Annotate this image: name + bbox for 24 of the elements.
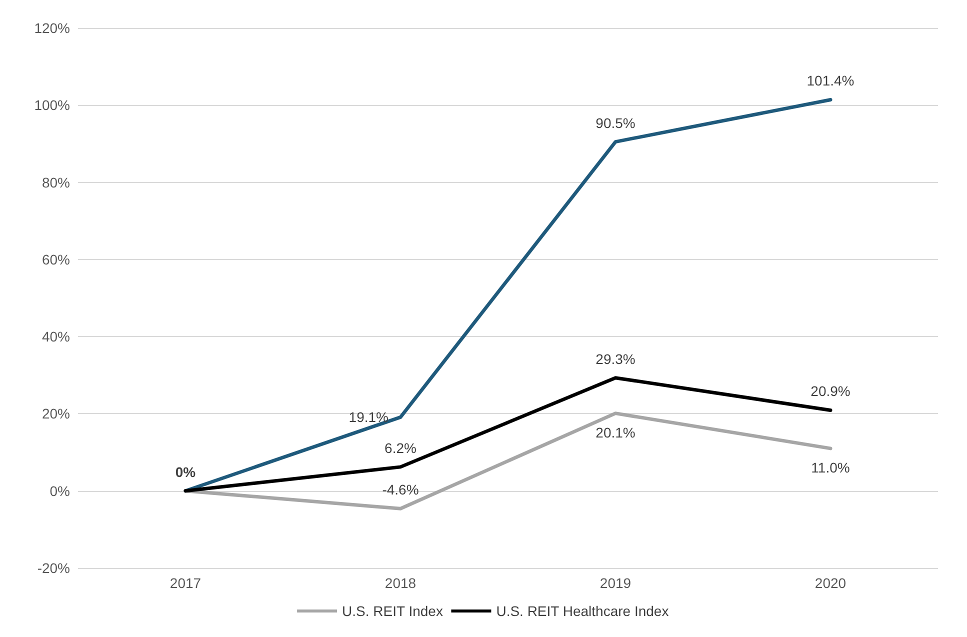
data-label: 29.3% bbox=[596, 350, 636, 367]
data-label: 20.9% bbox=[810, 383, 850, 400]
data-label: 0% bbox=[175, 464, 196, 480]
data-label: 90.5% bbox=[596, 114, 636, 131]
data-label: -4.6% bbox=[382, 482, 419, 498]
data-label: 101.4% bbox=[806, 72, 854, 89]
y-tick-label: 40% bbox=[42, 328, 70, 345]
data-label: 6.2% bbox=[384, 440, 416, 456]
y-tick-label: 100% bbox=[34, 97, 70, 114]
x-tick-label: 2019 bbox=[600, 575, 632, 591]
y-tick-label: 120% bbox=[34, 20, 70, 36]
y-tick-label: -20% bbox=[37, 560, 70, 576]
legend-label: U.S. REIT Index bbox=[342, 603, 443, 619]
x-tick-label: 2020 bbox=[814, 575, 846, 591]
data-label: 11.0% bbox=[811, 459, 850, 476]
data-label: 20.1% bbox=[596, 424, 636, 440]
y-tick-label: 0% bbox=[50, 482, 70, 499]
legend-label: U.S. REIT Healthcare Index bbox=[496, 603, 669, 619]
y-tick-label: 20% bbox=[42, 406, 70, 422]
y-tick-label: 60% bbox=[42, 251, 70, 268]
x-tick-label: 2018 bbox=[384, 575, 416, 591]
x-tick-label: 2017 bbox=[170, 575, 202, 591]
y-tick-label: 80% bbox=[42, 174, 70, 190]
data-label: 19.1% bbox=[348, 409, 388, 426]
